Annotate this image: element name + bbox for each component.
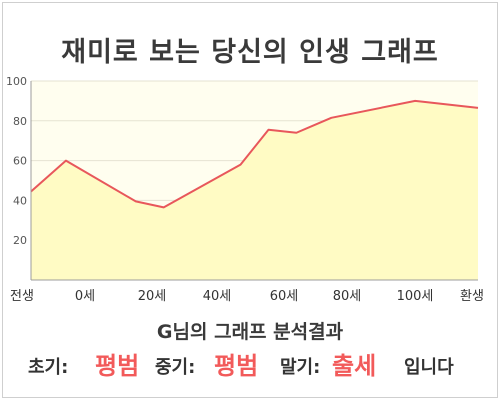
late-label: 말기: (280, 357, 321, 378)
area-fill (31, 100, 478, 281)
x-tick-label: 환생 (460, 289, 484, 304)
y-tick-label: 20 (13, 234, 27, 247)
y-tick-label: 80 (13, 115, 27, 128)
plot-area: 20 40 60 80 100 전생 0세 20세 40세 60세 80세 100세 환생 (6, 75, 484, 304)
page-title: 재미로 보는 당신의 인생 그래프 (61, 37, 439, 68)
early-label: 초기: (28, 357, 69, 378)
x-tick-label: 80세 (333, 289, 362, 304)
y-tick-label: 40 (13, 194, 27, 207)
x-tick-label: 40세 (203, 289, 232, 304)
result-title: G님의 그래프 분석결과 (156, 321, 344, 343)
middle-label: 중기: (155, 357, 196, 378)
early-value: 평범 (95, 352, 140, 380)
x-tick-label: 20세 (138, 289, 167, 304)
y-tick-label: 100 (6, 75, 27, 88)
x-tick-label: 전생 (10, 289, 34, 304)
x-tick-label: 60세 (270, 289, 299, 304)
suffix-text: 입니다 (404, 357, 454, 378)
result-verdict: 초기: 평범 중기: 평범 말기: 출세 입니다 (0, 346, 500, 380)
x-tick-label: 100세 (397, 289, 434, 304)
late-value: 출세 (332, 352, 377, 380)
series-line (30, 99, 479, 209)
y-tick-label: 60 (13, 155, 27, 168)
middle-value: 평범 (214, 352, 259, 380)
x-tick-label: 0세 (75, 289, 95, 304)
